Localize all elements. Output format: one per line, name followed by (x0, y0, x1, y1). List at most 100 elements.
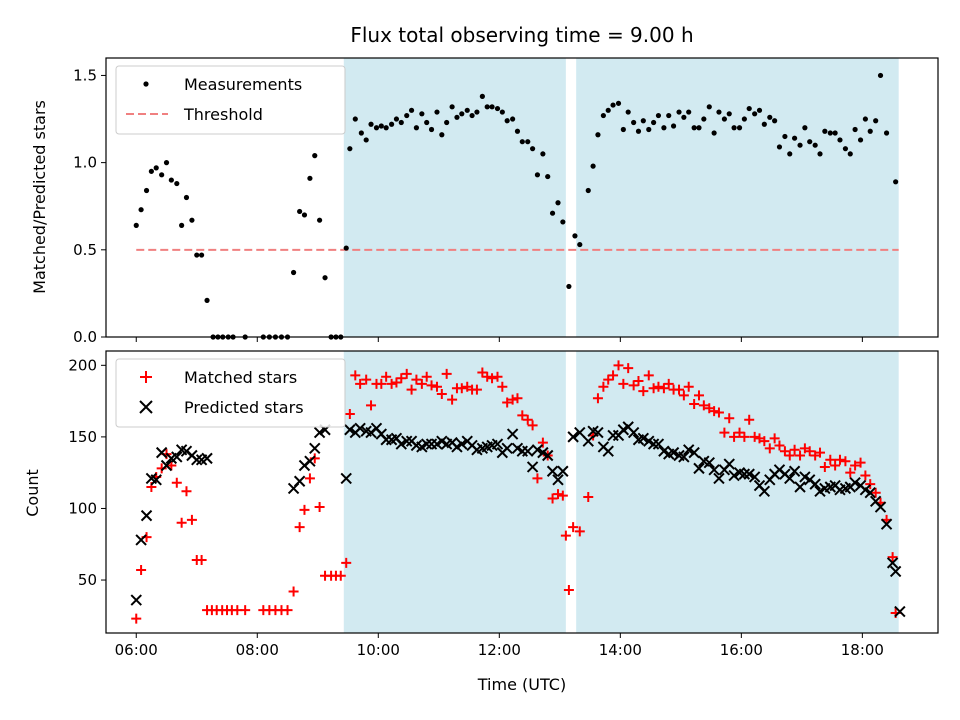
bottom-y-tick-label: 100 (68, 499, 97, 517)
data-point (566, 283, 572, 290)
top-plot-area (133, 58, 899, 340)
data-point (560, 219, 566, 225)
data-point (366, 400, 377, 411)
data-point (484, 104, 490, 110)
data-point (459, 111, 465, 117)
legend-label: Measurements (184, 75, 302, 94)
data-point (542, 449, 554, 462)
data-point (572, 233, 578, 239)
data-point (623, 363, 634, 374)
data-point (373, 125, 380, 131)
data-point (724, 413, 735, 424)
data-point (663, 378, 674, 389)
data-point (667, 446, 680, 459)
data-point (567, 431, 579, 443)
data-point (553, 489, 564, 500)
data-point (160, 459, 173, 472)
data-point (674, 384, 685, 395)
data-point (436, 388, 447, 399)
data-point (431, 381, 442, 392)
data-point (189, 217, 195, 223)
data-point (678, 390, 689, 401)
data-point (529, 146, 536, 152)
x-axis-label: Time (UTC) (477, 675, 566, 694)
data-point (825, 454, 836, 465)
data-point (522, 445, 534, 457)
data-point (716, 109, 722, 115)
top-observing-window (343, 58, 566, 337)
data-point (706, 104, 712, 110)
data-point (748, 471, 761, 483)
data-point (681, 114, 687, 120)
data-point (698, 400, 709, 411)
data-point (290, 269, 297, 276)
data-point (411, 374, 422, 385)
data-point (886, 557, 899, 569)
data-point (163, 160, 170, 166)
data-point (682, 444, 695, 456)
data-point (487, 373, 498, 384)
data-point (574, 526, 585, 537)
data-point (204, 297, 210, 303)
data-point (343, 245, 349, 251)
data-point (784, 450, 795, 461)
data-point (830, 460, 841, 471)
data-point (419, 111, 425, 117)
data-point (661, 125, 667, 131)
data-point (817, 151, 823, 157)
data-point (408, 107, 415, 113)
data-point (150, 474, 162, 486)
data-point (489, 104, 495, 110)
data-point (406, 384, 417, 395)
data-point (363, 137, 369, 143)
data-point (852, 126, 858, 133)
data-point (322, 275, 328, 281)
data-point (299, 504, 310, 515)
data-point (176, 517, 187, 528)
data-point (386, 378, 397, 389)
data-point (474, 109, 480, 115)
data-point (693, 462, 705, 475)
bottom-series-predicted-stars (130, 421, 906, 618)
data-point (688, 446, 700, 459)
data-point (316, 217, 323, 223)
data-point (304, 455, 316, 467)
data-point (494, 105, 501, 112)
data-point (396, 373, 407, 384)
data-point (815, 447, 826, 458)
data-point (769, 433, 780, 444)
data-point (728, 469, 740, 482)
bottom-y-tick-label: 50 (78, 571, 97, 589)
data-point (637, 432, 650, 445)
data-point (449, 104, 455, 110)
data-point (703, 456, 715, 469)
data-point (631, 119, 637, 126)
data-point (590, 163, 596, 169)
data-point (174, 180, 180, 187)
data-point (426, 380, 437, 391)
data-point (501, 442, 513, 455)
data-point (794, 481, 806, 493)
data-point (560, 530, 571, 541)
data-point (865, 479, 876, 490)
data-point (354, 422, 366, 435)
data-point (647, 438, 660, 450)
data-point (439, 132, 445, 138)
data-point (804, 446, 815, 457)
bottom-legend: Matched stars Predicted stars (115, 358, 346, 428)
data-point (304, 473, 315, 484)
data-point (741, 116, 747, 122)
data-point (822, 128, 828, 134)
chart-title: Flux total observing time = 9.00 h (350, 23, 693, 47)
data-point (837, 137, 843, 143)
data-point (689, 398, 700, 409)
data-point (701, 116, 707, 122)
data-point (344, 424, 356, 436)
data-point (627, 426, 640, 439)
data-point (782, 133, 788, 140)
data-point (534, 172, 541, 178)
top-axes-frame (105, 57, 939, 338)
data-point (464, 107, 470, 113)
bottom-x-tick-label: 08:00 (236, 641, 279, 659)
data-point (676, 109, 682, 115)
